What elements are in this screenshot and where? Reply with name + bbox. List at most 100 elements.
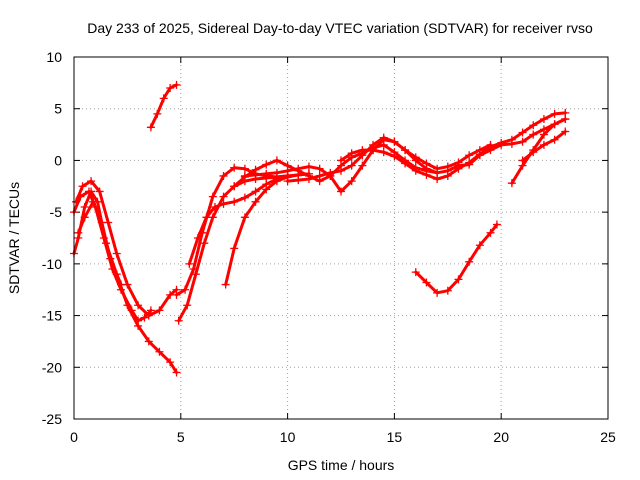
- y-tick-label: 0: [54, 152, 62, 168]
- data-point: [172, 368, 181, 377]
- series-area: [70, 80, 570, 377]
- data-point: [337, 187, 345, 196]
- data-point: [251, 187, 260, 196]
- data-point: [358, 146, 367, 155]
- data-point: [465, 151, 474, 160]
- data-point: [401, 159, 410, 168]
- data-point: [95, 187, 104, 196]
- data-point: [465, 158, 474, 167]
- data-point: [97, 218, 106, 227]
- data-point: [422, 278, 431, 287]
- data-point: [155, 347, 164, 356]
- data-point: [507, 179, 516, 188]
- data-point: [172, 80, 181, 89]
- series-line: [510, 117, 567, 185]
- series-pass-5: [146, 80, 181, 132]
- data-point: [240, 213, 249, 222]
- data-point: [401, 146, 410, 155]
- data-point: [433, 175, 442, 184]
- data-point: [159, 94, 168, 103]
- data-point: [358, 161, 367, 170]
- series-pass-13: [337, 108, 570, 184]
- data-point: [219, 171, 228, 180]
- x-tick-label: 10: [280, 429, 296, 445]
- data-point: [326, 168, 335, 177]
- x-tick-label: 20: [493, 429, 509, 445]
- y-tick-label: -25: [42, 411, 62, 427]
- data-point: [219, 199, 228, 208]
- data-point: [146, 123, 155, 132]
- data-point: [144, 337, 153, 346]
- data-point: [411, 268, 420, 277]
- data-point: [262, 169, 271, 178]
- data-point: [200, 239, 209, 248]
- data-point: [106, 254, 115, 263]
- y-tick-label: -5: [50, 204, 63, 220]
- data-point: [185, 259, 194, 268]
- data-point: [251, 197, 260, 206]
- series-line: [339, 111, 567, 181]
- data-point: [262, 185, 271, 194]
- data-point: [87, 177, 96, 186]
- series-line: [76, 200, 123, 286]
- data-point: [221, 280, 230, 289]
- data-point: [443, 286, 452, 295]
- data-point: [240, 171, 249, 180]
- data-point: [539, 130, 548, 139]
- data-point: [304, 162, 313, 171]
- data-point: [550, 120, 559, 129]
- data-point: [507, 135, 516, 144]
- data-point: [475, 241, 484, 250]
- data-point: [80, 213, 89, 222]
- data-point: [550, 109, 559, 118]
- series-pass-4: [74, 197, 125, 289]
- data-point: [210, 202, 219, 211]
- y-axis-label: SDTVAR / TECUs: [6, 182, 22, 294]
- data-point: [140, 313, 149, 322]
- data-point: [72, 197, 81, 206]
- data-point: [134, 301, 143, 310]
- data-point: [315, 171, 324, 180]
- data-point: [251, 170, 260, 179]
- data-point: [74, 228, 83, 237]
- data-point: [181, 285, 190, 294]
- data-point: [561, 127, 570, 136]
- chart-title: Day 233 of 2025, Sidereal Day-to-day VTE…: [87, 20, 593, 36]
- data-point: [550, 135, 559, 144]
- data-point: [78, 182, 87, 191]
- x-tick-label: 15: [387, 429, 403, 445]
- data-point: [379, 133, 388, 142]
- data-point: [230, 163, 239, 172]
- data-point: [144, 311, 153, 320]
- data-point: [116, 280, 125, 289]
- data-point: [183, 301, 192, 310]
- data-point: [529, 148, 538, 157]
- data-point: [174, 316, 183, 325]
- data-point: [134, 316, 143, 325]
- data-point: [337, 156, 345, 165]
- data-point: [347, 161, 356, 170]
- data-point: [518, 137, 527, 146]
- data-point: [89, 197, 98, 206]
- data-point: [84, 187, 93, 196]
- data-point: [347, 149, 356, 158]
- data-point: [497, 138, 506, 147]
- data-point: [304, 175, 313, 184]
- data-point: [294, 176, 303, 185]
- data-point: [454, 164, 463, 173]
- x-tick-label: 5: [177, 429, 185, 445]
- data-point: [561, 115, 570, 124]
- data-point: [283, 166, 292, 175]
- data-point: [539, 115, 548, 124]
- data-point: [240, 164, 249, 173]
- y-tick-label: 5: [54, 101, 62, 117]
- data-point: [166, 84, 175, 93]
- data-point: [539, 140, 548, 149]
- y-tick-label: -20: [42, 359, 62, 375]
- series-pass-3: [72, 177, 181, 320]
- data-point: [422, 170, 431, 179]
- data-point: [262, 160, 271, 169]
- series-pass-14: [411, 220, 501, 297]
